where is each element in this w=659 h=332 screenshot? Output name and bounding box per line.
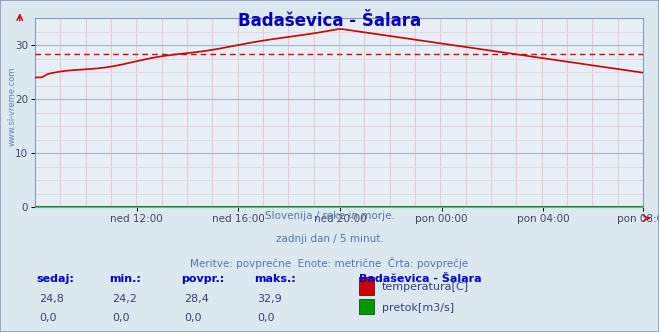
Text: 0,0: 0,0 [185, 313, 202, 323]
Text: 24,8: 24,8 [40, 294, 65, 304]
Text: Badaševica - Šalara: Badaševica - Šalara [359, 274, 482, 284]
Text: 0,0: 0,0 [257, 313, 275, 323]
Text: povpr.:: povpr.: [181, 274, 225, 284]
Text: temperatura[C]: temperatura[C] [382, 282, 469, 292]
Text: www.si-vreme.com: www.si-vreme.com [8, 66, 17, 146]
Text: min.:: min.: [109, 274, 140, 284]
Text: maks.:: maks.: [254, 274, 295, 284]
Text: 28,4: 28,4 [185, 294, 210, 304]
Text: 24,2: 24,2 [112, 294, 137, 304]
Text: Meritve: povprečne  Enote: metrične  Črta: povprečje: Meritve: povprečne Enote: metrične Črta:… [190, 257, 469, 269]
Text: pretok[m3/s]: pretok[m3/s] [382, 303, 453, 313]
Text: Badaševica - Šalara: Badaševica - Šalara [238, 12, 421, 30]
Text: zadnji dan / 5 minut.: zadnji dan / 5 minut. [275, 234, 384, 244]
Text: 32,9: 32,9 [257, 294, 282, 304]
Text: sedaj:: sedaj: [36, 274, 74, 284]
Text: Slovenija / reke in morje.: Slovenija / reke in morje. [264, 211, 395, 221]
Text: 0,0: 0,0 [40, 313, 57, 323]
Text: 0,0: 0,0 [112, 313, 130, 323]
